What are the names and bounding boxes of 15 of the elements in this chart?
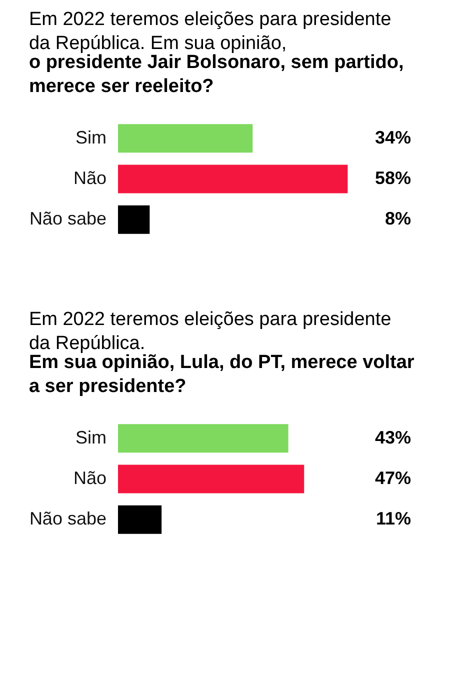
y-tick-label: Não sabe <box>29 208 106 229</box>
y-tick-label: Não <box>73 168 106 188</box>
y-tick-label: Não sabe <box>29 508 106 529</box>
data-label: 11% <box>376 508 411 529</box>
y-tick-label: Sim <box>76 127 106 148</box>
data-label: 47% <box>374 468 411 488</box>
y-tick-label: Sim <box>76 427 106 448</box>
y-tick-label: Não <box>73 468 106 488</box>
data-label: 8% <box>384 208 411 229</box>
chart-title: Em 2022 teremos eleições para presidente da República. <box>28 309 392 354</box>
chart-subtitle: o presidente Jair Bolsonaro, sem partido, merece ser reeleito? <box>28 52 404 97</box>
data-label: 58% <box>374 168 411 188</box>
data-label: 43% <box>374 427 411 448</box>
chart-subtitle: Em sua opinião, Lula, do PT, merece voltar a ser presidente? <box>28 352 415 397</box>
data-label: 34% <box>374 127 411 148</box>
